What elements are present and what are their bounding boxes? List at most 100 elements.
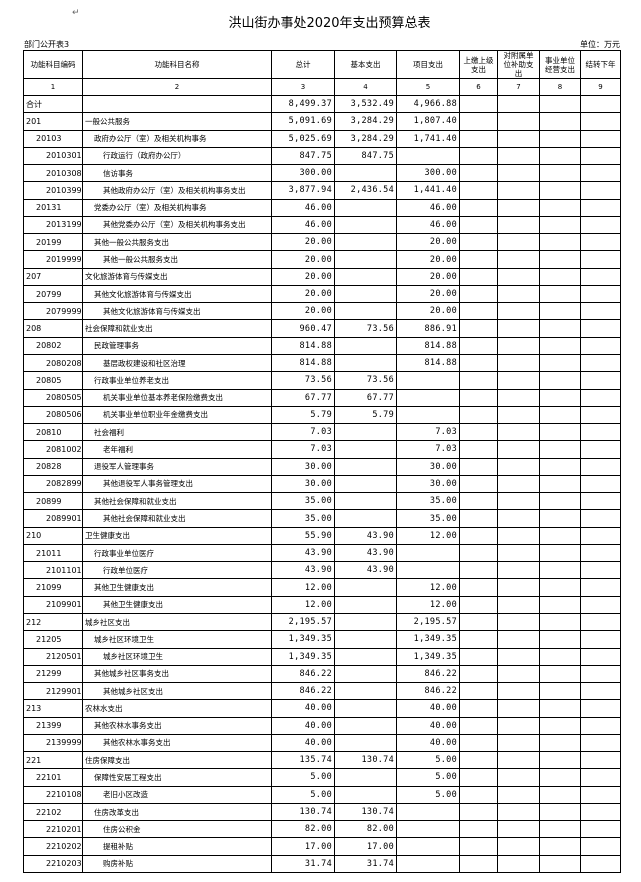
remit-upper-cell [459,353,498,373]
subsidy-cell [497,319,540,338]
basic-expenditure-cell [334,647,397,666]
table-row: 207 文化旅游体育与传媒支出 20.00 20.00 [23,267,621,286]
name-cell: 一般公共服务 [82,112,272,131]
basic-expenditure-cell: 43.90 [334,561,397,580]
project-expenditure-cell: 5.00 [396,768,460,787]
name-cell: 行政事业单位养老支出 [82,371,272,390]
project-expenditure-cell: 1,441.40 [396,181,460,200]
total-cell: 846.22 [271,682,335,701]
name-cell: 提租补贴 [82,837,272,856]
code-cell: 2210203 [23,854,83,873]
code-cell: 2079999 [23,302,83,321]
name-cell: 其他卫生健康支出 [82,578,272,597]
basic-expenditure-cell [334,284,397,304]
carryover-cell [580,336,621,355]
project-expenditure-cell: 1,349.35 [396,647,460,666]
total-cell: 35.00 [271,509,335,528]
table-row: 21011 行政事业单位医疗 43.90 43.90 [23,543,621,563]
subsidy-cell [497,699,540,718]
carryover-cell [580,284,621,304]
remit-upper-cell [459,233,498,252]
subsidy-cell [497,164,540,183]
subsidy-cell [497,440,540,459]
name-cell: 住房保障支出 [82,751,272,770]
business-expenditure-cell [539,751,581,770]
code-cell: 20802 [23,336,83,355]
basic-expenditure-cell [334,492,397,511]
table-row: 2010399 其他政府办公厅（室）及相关机构事务支出 3,877.94 2,436.… [23,181,621,200]
column-header: 结转下年 [580,50,621,79]
table-row: 2101101 行政单位医疗 43.90 43.90 [23,561,621,580]
business-expenditure-cell [539,423,581,442]
table-row: 2082899 其他退役军人事务管理支出 30.00 30.00 [23,474,621,494]
carryover-cell [580,509,621,528]
name-cell: 民政管理事务 [82,336,272,355]
business-expenditure-cell [539,543,581,563]
project-expenditure-cell: 5.00 [396,751,460,770]
code-cell: 2082899 [23,474,83,494]
total-cell: 30.00 [271,474,335,494]
table-row: 2079999 其他文化旅游体育与传媒支出 20.00 20.00 [23,302,621,321]
table-row: 2080505 机关事业单位基本养老保险缴费支出 67.77 67.77 [23,388,621,407]
paragraph-mark-icon: ↵ [72,8,80,18]
code-cell: 2080505 [23,388,83,407]
total-cell: 5.00 [271,768,335,787]
project-expenditure-cell [396,543,460,563]
table-row: 20805 行政事业单位养老支出 73.56 73.56 [23,371,621,390]
project-expenditure-cell: 20.00 [396,267,460,286]
project-expenditure-cell [396,561,460,580]
code-cell: 21205 [23,630,83,649]
project-expenditure-cell: 30.00 [396,457,460,476]
carryover-cell [580,716,621,735]
carryover-cell [580,388,621,407]
table-row: 210 卫生健康支出 55.90 43.90 12.00 [23,526,621,545]
code-cell: 210 [23,526,83,545]
subsidy-cell [497,785,540,804]
carryover-cell [580,457,621,476]
column-header: 基本支出 [334,50,397,79]
remit-upper-cell [459,854,498,873]
business-expenditure-cell [539,198,581,217]
subsidy-cell [497,837,540,856]
column-header: 功能科目名称 [82,50,272,79]
total-cell: 46.00 [271,198,335,217]
remit-upper-cell [459,733,498,753]
remit-upper-cell [459,405,498,425]
carryover-cell [580,837,621,856]
code-cell: 20899 [23,492,83,511]
subsidy-cell [497,751,540,770]
total-cell: 135.74 [271,751,335,770]
business-expenditure-cell [539,319,581,338]
remit-upper-cell [459,699,498,718]
business-expenditure-cell [539,405,581,425]
subsidy-cell [497,112,540,131]
table-row: 2010308 信访事务 300.00 300.00 [23,164,621,183]
subsidy-cell [497,215,540,235]
code-cell: 20199 [23,233,83,252]
code-cell: 20805 [23,371,83,390]
basic-expenditure-cell [334,336,397,355]
project-expenditure-cell: 20.00 [396,284,460,304]
total-cell: 35.00 [271,492,335,511]
name-cell: 党委办公厅（室）及相关机构事务 [82,198,272,217]
expenditure-budget-table: 功能科目编码 功能科目名称 总计 基本支出 项目支出 上缴上级支出 对附属单位补… [23,50,621,873]
remit-upper-cell [459,440,498,459]
column-header: 对附属单位补助支出 [497,50,540,79]
total-cell: 20.00 [271,267,335,286]
carryover-cell [580,647,621,666]
code-cell: 20103 [23,129,83,148]
name-cell: 行政单位医疗 [82,561,272,580]
code-cell: 21011 [23,543,83,563]
project-expenditure-cell: 300.00 [396,164,460,183]
table-row: 20103 政府办公厅（室）及相关机构事务 5,025.69 3,284.29 1,74… [23,129,621,148]
total-cell: 73.56 [271,371,335,390]
carryover-cell [580,733,621,753]
business-expenditure-cell [539,682,581,701]
basic-expenditure-cell [334,233,397,252]
project-expenditure-cell [396,388,460,407]
remit-upper-cell [459,802,498,822]
code-cell: 201 [23,112,83,131]
project-expenditure-cell: 7.03 [396,440,460,459]
total-cell: 2,195.57 [271,612,335,632]
business-expenditure-cell [539,164,581,183]
